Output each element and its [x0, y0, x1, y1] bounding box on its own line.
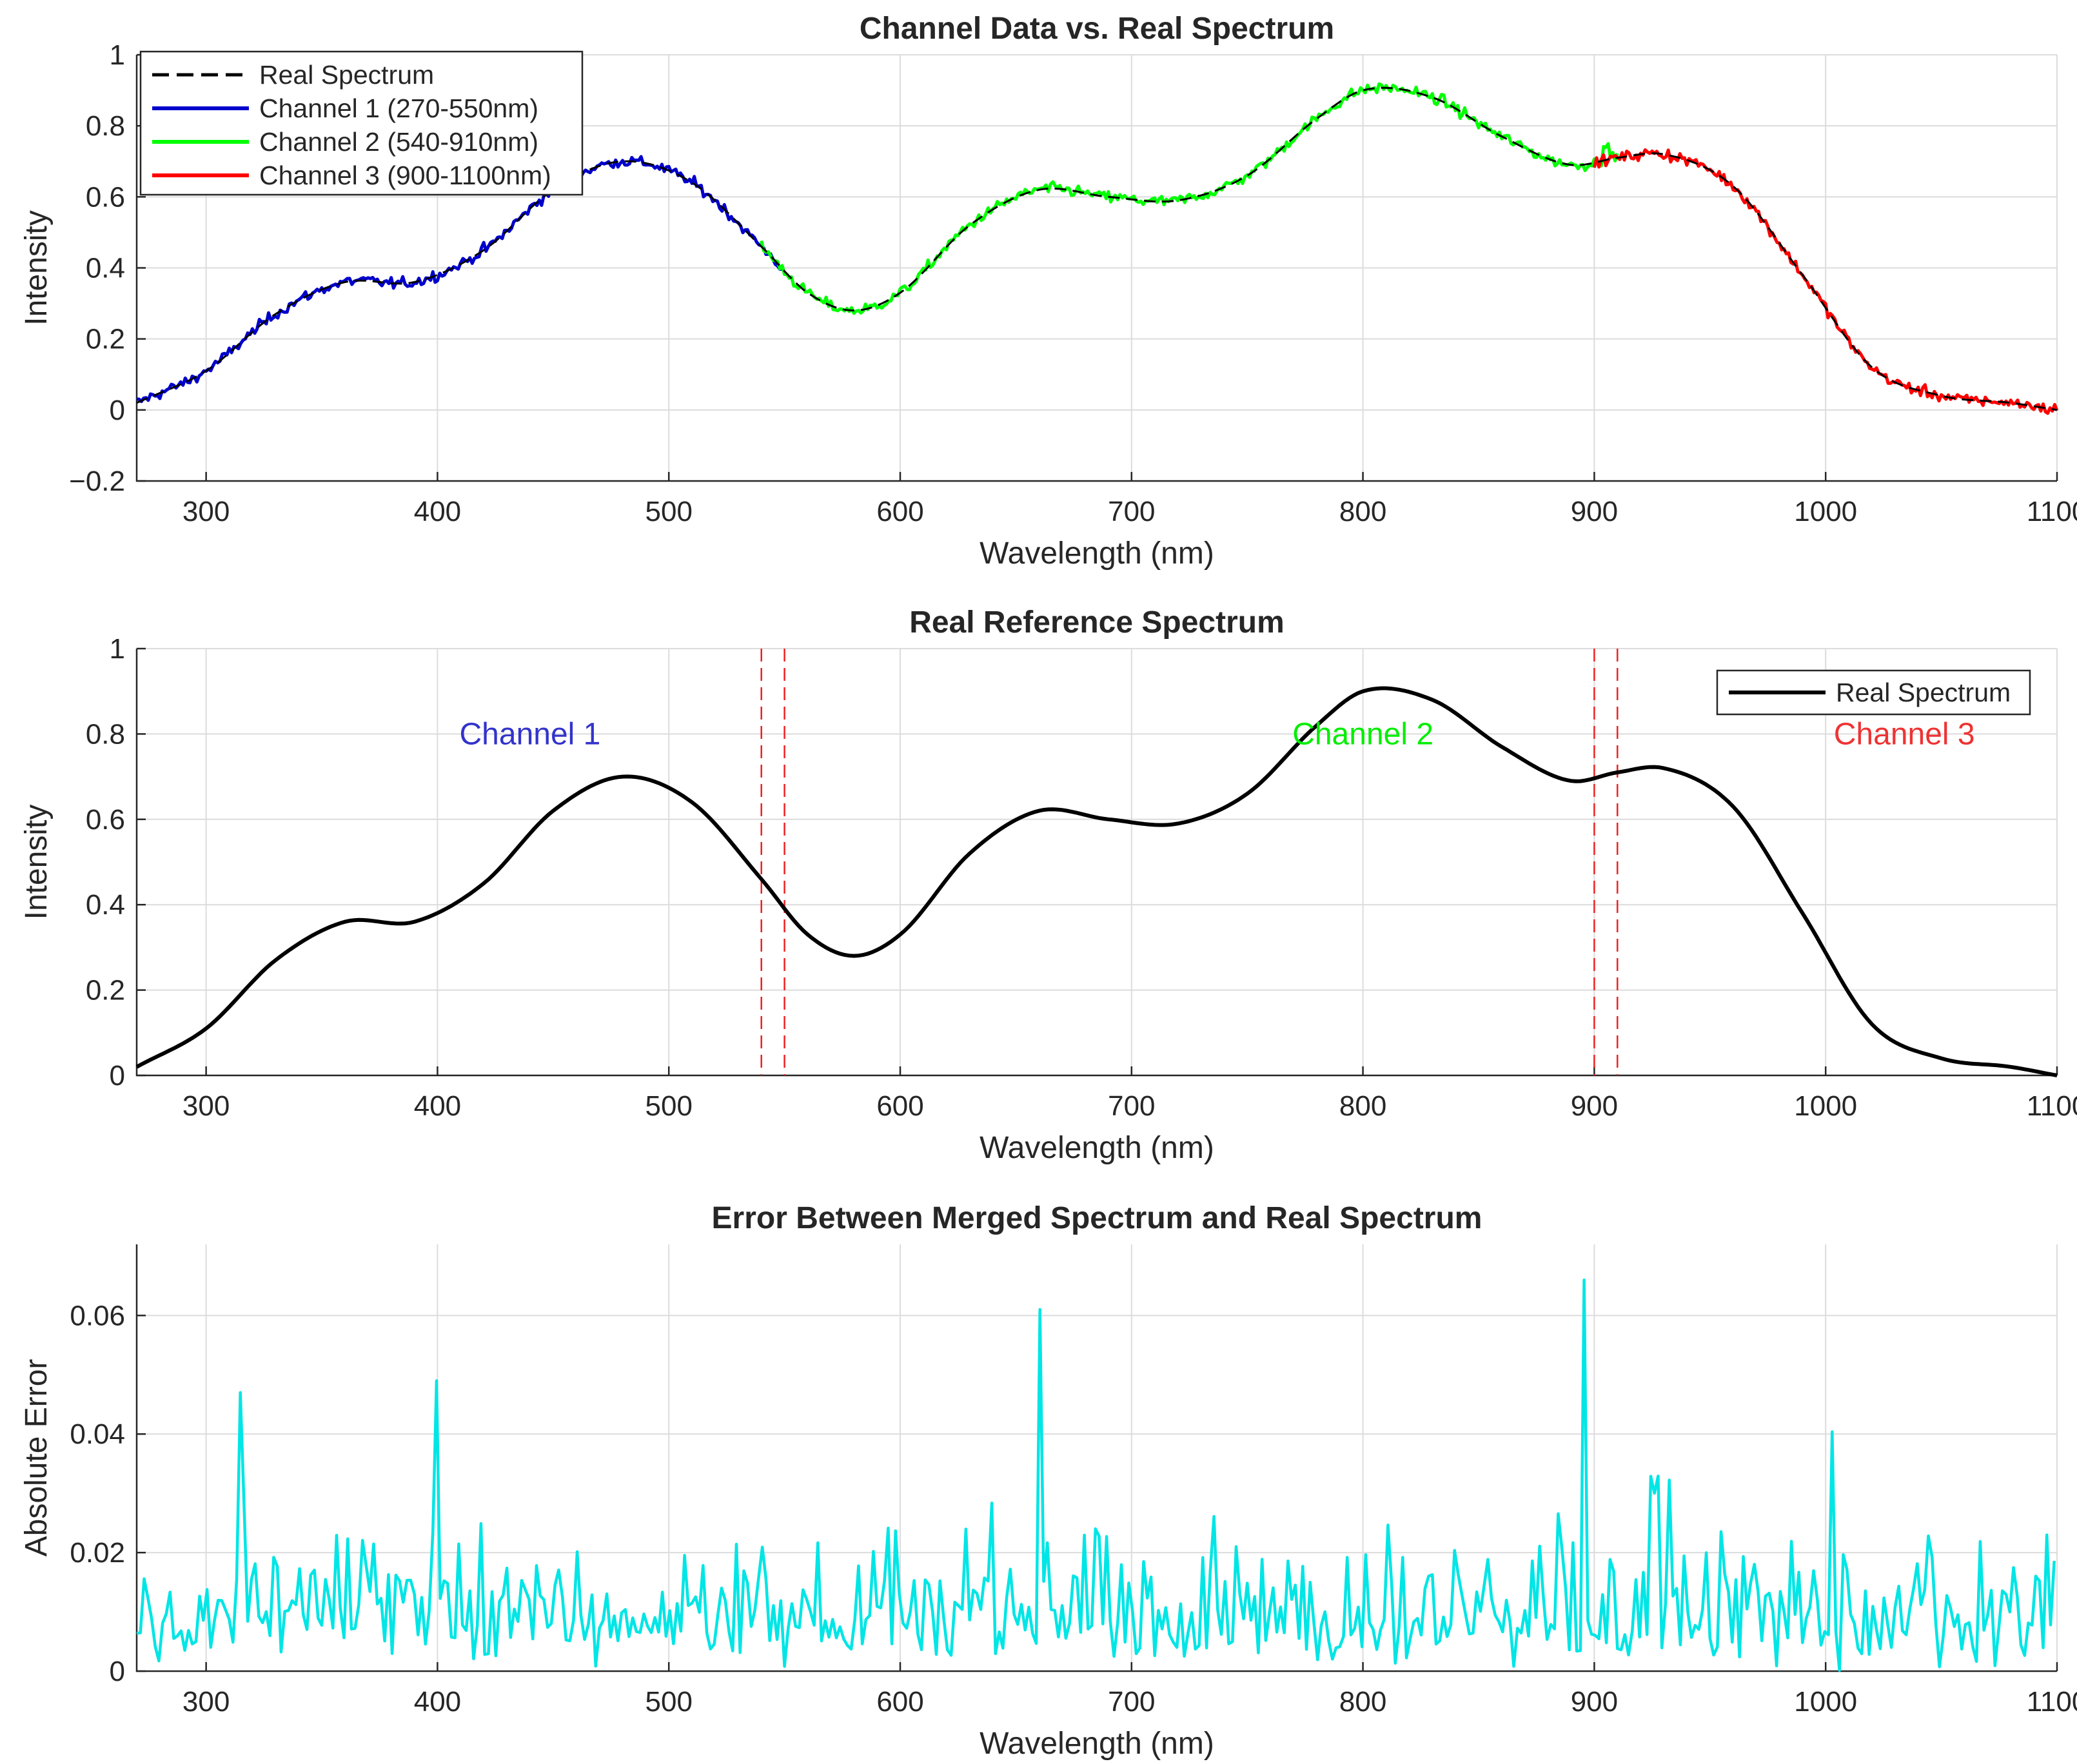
- x-tick-label: 300: [182, 496, 230, 527]
- channel-2-annotation: Channel 2: [1292, 717, 1433, 751]
- x-tick-label: 900: [1571, 1090, 1618, 1122]
- y-tick-label: 0.2: [86, 975, 125, 1006]
- y-tick-label: 0.06: [70, 1300, 125, 1331]
- channel-2-line: [760, 82, 1619, 315]
- legend-entry-label: Channel 1 (270-550nm): [259, 93, 538, 123]
- x-tick-label: 400: [414, 1686, 461, 1718]
- axes-lines: [135, 1244, 2057, 1672]
- y-tick-label: 0.6: [86, 181, 125, 213]
- y-tick-label: 0.02: [70, 1537, 125, 1569]
- plot-1: 300 400 500 600 700 800 900 1000 1100 −0.2 0 0.2 0.4…: [19, 12, 2077, 571]
- real-spectrum-dashed-line: [136, 86, 2058, 411]
- legend-entry-label: Real Spectrum: [259, 60, 434, 90]
- x-tick-label: 800: [1339, 1090, 1386, 1122]
- real-spectrum-line: [135, 686, 2058, 1077]
- channel-1-annotation: Channel 1: [460, 717, 601, 751]
- y-tick-label: 1: [110, 39, 125, 71]
- x-tick-label: 400: [414, 1090, 461, 1122]
- x-tick-label: 1000: [1794, 1686, 1857, 1718]
- plot-title: Error Between Merged Spectrum and Real S…: [712, 1201, 1482, 1235]
- x-tick-label: 600: [876, 1090, 923, 1122]
- y-tick-label: 0.4: [86, 889, 125, 921]
- legend-entry-label: Channel 3 (900-1100nm): [259, 161, 551, 190]
- legend-entry-label: Real Spectrum: [1836, 678, 2011, 707]
- x-tick-label: 600: [876, 1686, 923, 1718]
- x-tick-label: 800: [1339, 1686, 1386, 1718]
- x-tick-label: 1000: [1794, 496, 1857, 527]
- y-tick-label: 0.8: [86, 110, 125, 142]
- y-tick-label: 0.2: [86, 324, 125, 355]
- x-tick-label: 500: [645, 496, 693, 527]
- x-tick-label: 300: [182, 1686, 230, 1718]
- y-tick-label: 0.8: [86, 718, 125, 750]
- plot-2: 300 400 500 600 700 800 900 1000 1100 0 0.2 0.4 0.6 0…: [19, 605, 2077, 1165]
- y-tick-label: 0: [110, 395, 125, 426]
- legend: Real Spectrum: [1716, 669, 2031, 716]
- x-axis-label: Wavelength (nm): [979, 536, 1214, 571]
- x-tick-label: 400: [414, 496, 461, 527]
- channel-3-annotation: Channel 3: [1834, 717, 1975, 751]
- y-axis-label: Absolute Error: [19, 1359, 54, 1557]
- legend-entry-label: Channel 2 (540-910nm): [259, 127, 538, 157]
- x-tick-label: 300: [182, 1090, 230, 1122]
- y-tick-label: 0.6: [86, 804, 125, 836]
- x-tick-label: 500: [645, 1090, 693, 1122]
- y-tick-label: 0: [110, 1060, 125, 1092]
- x-tick-label: 1100: [2027, 1090, 2077, 1122]
- y-tick-label: −0.2: [69, 466, 125, 497]
- x-tick-label: 600: [876, 496, 923, 527]
- x-tick-label: 800: [1339, 496, 1386, 527]
- plot-3: 300 400 500 600 700 800 900 1000 1100 0 0.02 0.04 0.…: [19, 1201, 2077, 1761]
- x-tick-label: 500: [645, 1686, 693, 1718]
- x-tick-label: 700: [1108, 496, 1155, 527]
- x-tick-label: 700: [1108, 1090, 1155, 1122]
- y-axis-label: Intensity: [19, 210, 54, 326]
- x-tick-label: 1000: [1794, 1090, 1857, 1122]
- absolute-error-line: [136, 1278, 2056, 1672]
- plot-title: Real Reference Spectrum: [909, 605, 1285, 640]
- y-tick-label: 1: [110, 633, 125, 665]
- y-tick-label: 0.04: [70, 1418, 125, 1450]
- y-tick-label: 0.4: [86, 253, 125, 284]
- x-axis-label: Wavelength (nm): [979, 1727, 1214, 1761]
- x-tick-label: 900: [1571, 1686, 1618, 1718]
- y-axis-label: Intensity: [19, 805, 54, 920]
- x-axis-label: Wavelength (nm): [979, 1131, 1214, 1165]
- x-tick-label: 1100: [2027, 1686, 2077, 1718]
- x-tick-label: 900: [1571, 496, 1618, 527]
- y-tick-label: 0: [110, 1656, 125, 1687]
- x-tick-label: 700: [1108, 1686, 1155, 1718]
- x-tick-label: 1100: [2027, 496, 2077, 527]
- plot-title: Channel Data vs. Real Spectrum: [860, 12, 1334, 46]
